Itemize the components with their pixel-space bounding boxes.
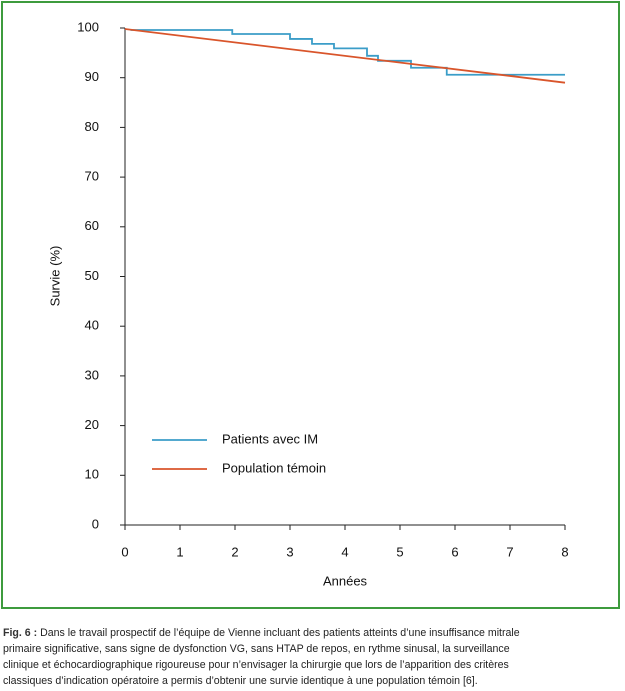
y-tick-label: 70 — [85, 169, 99, 184]
x-tick-label: 5 — [396, 544, 403, 559]
y-tick-label: 80 — [85, 119, 99, 134]
caption-line: primaire significative, sans signe de dy… — [3, 643, 510, 655]
x-tick-label: 3 — [286, 544, 293, 559]
x-tick-label: 8 — [561, 544, 568, 559]
caption-line: classiques d’indication opératoire a per… — [3, 675, 478, 687]
y-tick-label: 60 — [85, 218, 99, 233]
frame — [1, 1, 620, 609]
series-line — [124, 28, 566, 84]
y-tick-label: 50 — [85, 268, 99, 283]
y-tick-label: 90 — [85, 69, 99, 84]
x-tick-label: 0 — [121, 544, 128, 559]
caption-line: clinique et échocardiographique rigoureu… — [3, 659, 509, 671]
caption-line: Fig. 6 : Dans le travail prospectif de l… — [3, 625, 623, 641]
y-tick-label: 100 — [77, 19, 99, 34]
legend-label: Population témoin — [222, 460, 326, 475]
x-tick-label: 2 — [231, 544, 238, 559]
y-axis-label: Survie (%) — [47, 246, 62, 307]
legend-label: Patients avec IM — [222, 431, 318, 446]
chart: Années Survie (%) 0102030405060708090100… — [1, 1, 620, 609]
y-tick-label: 0 — [92, 516, 99, 531]
y-tick-label: 30 — [85, 367, 99, 382]
x-axis-label: Années — [323, 573, 368, 588]
caption: Fig. 6 : Dans le travail prospectif de l… — [3, 625, 623, 689]
y-tick-label: 20 — [85, 417, 99, 432]
y-tick-label: 40 — [85, 318, 99, 333]
caption-label: Fig. 6 : — [3, 627, 38, 639]
series-line — [130, 29, 565, 76]
y-tick-label: 10 — [85, 467, 99, 482]
x-tick-label: 6 — [451, 544, 458, 559]
x-tick-label: 4 — [341, 544, 348, 559]
x-tick-label: 1 — [176, 544, 183, 559]
x-tick-label: 7 — [506, 544, 513, 559]
caption-text: Dans le travail prospectif de l’équipe d… — [40, 627, 520, 639]
